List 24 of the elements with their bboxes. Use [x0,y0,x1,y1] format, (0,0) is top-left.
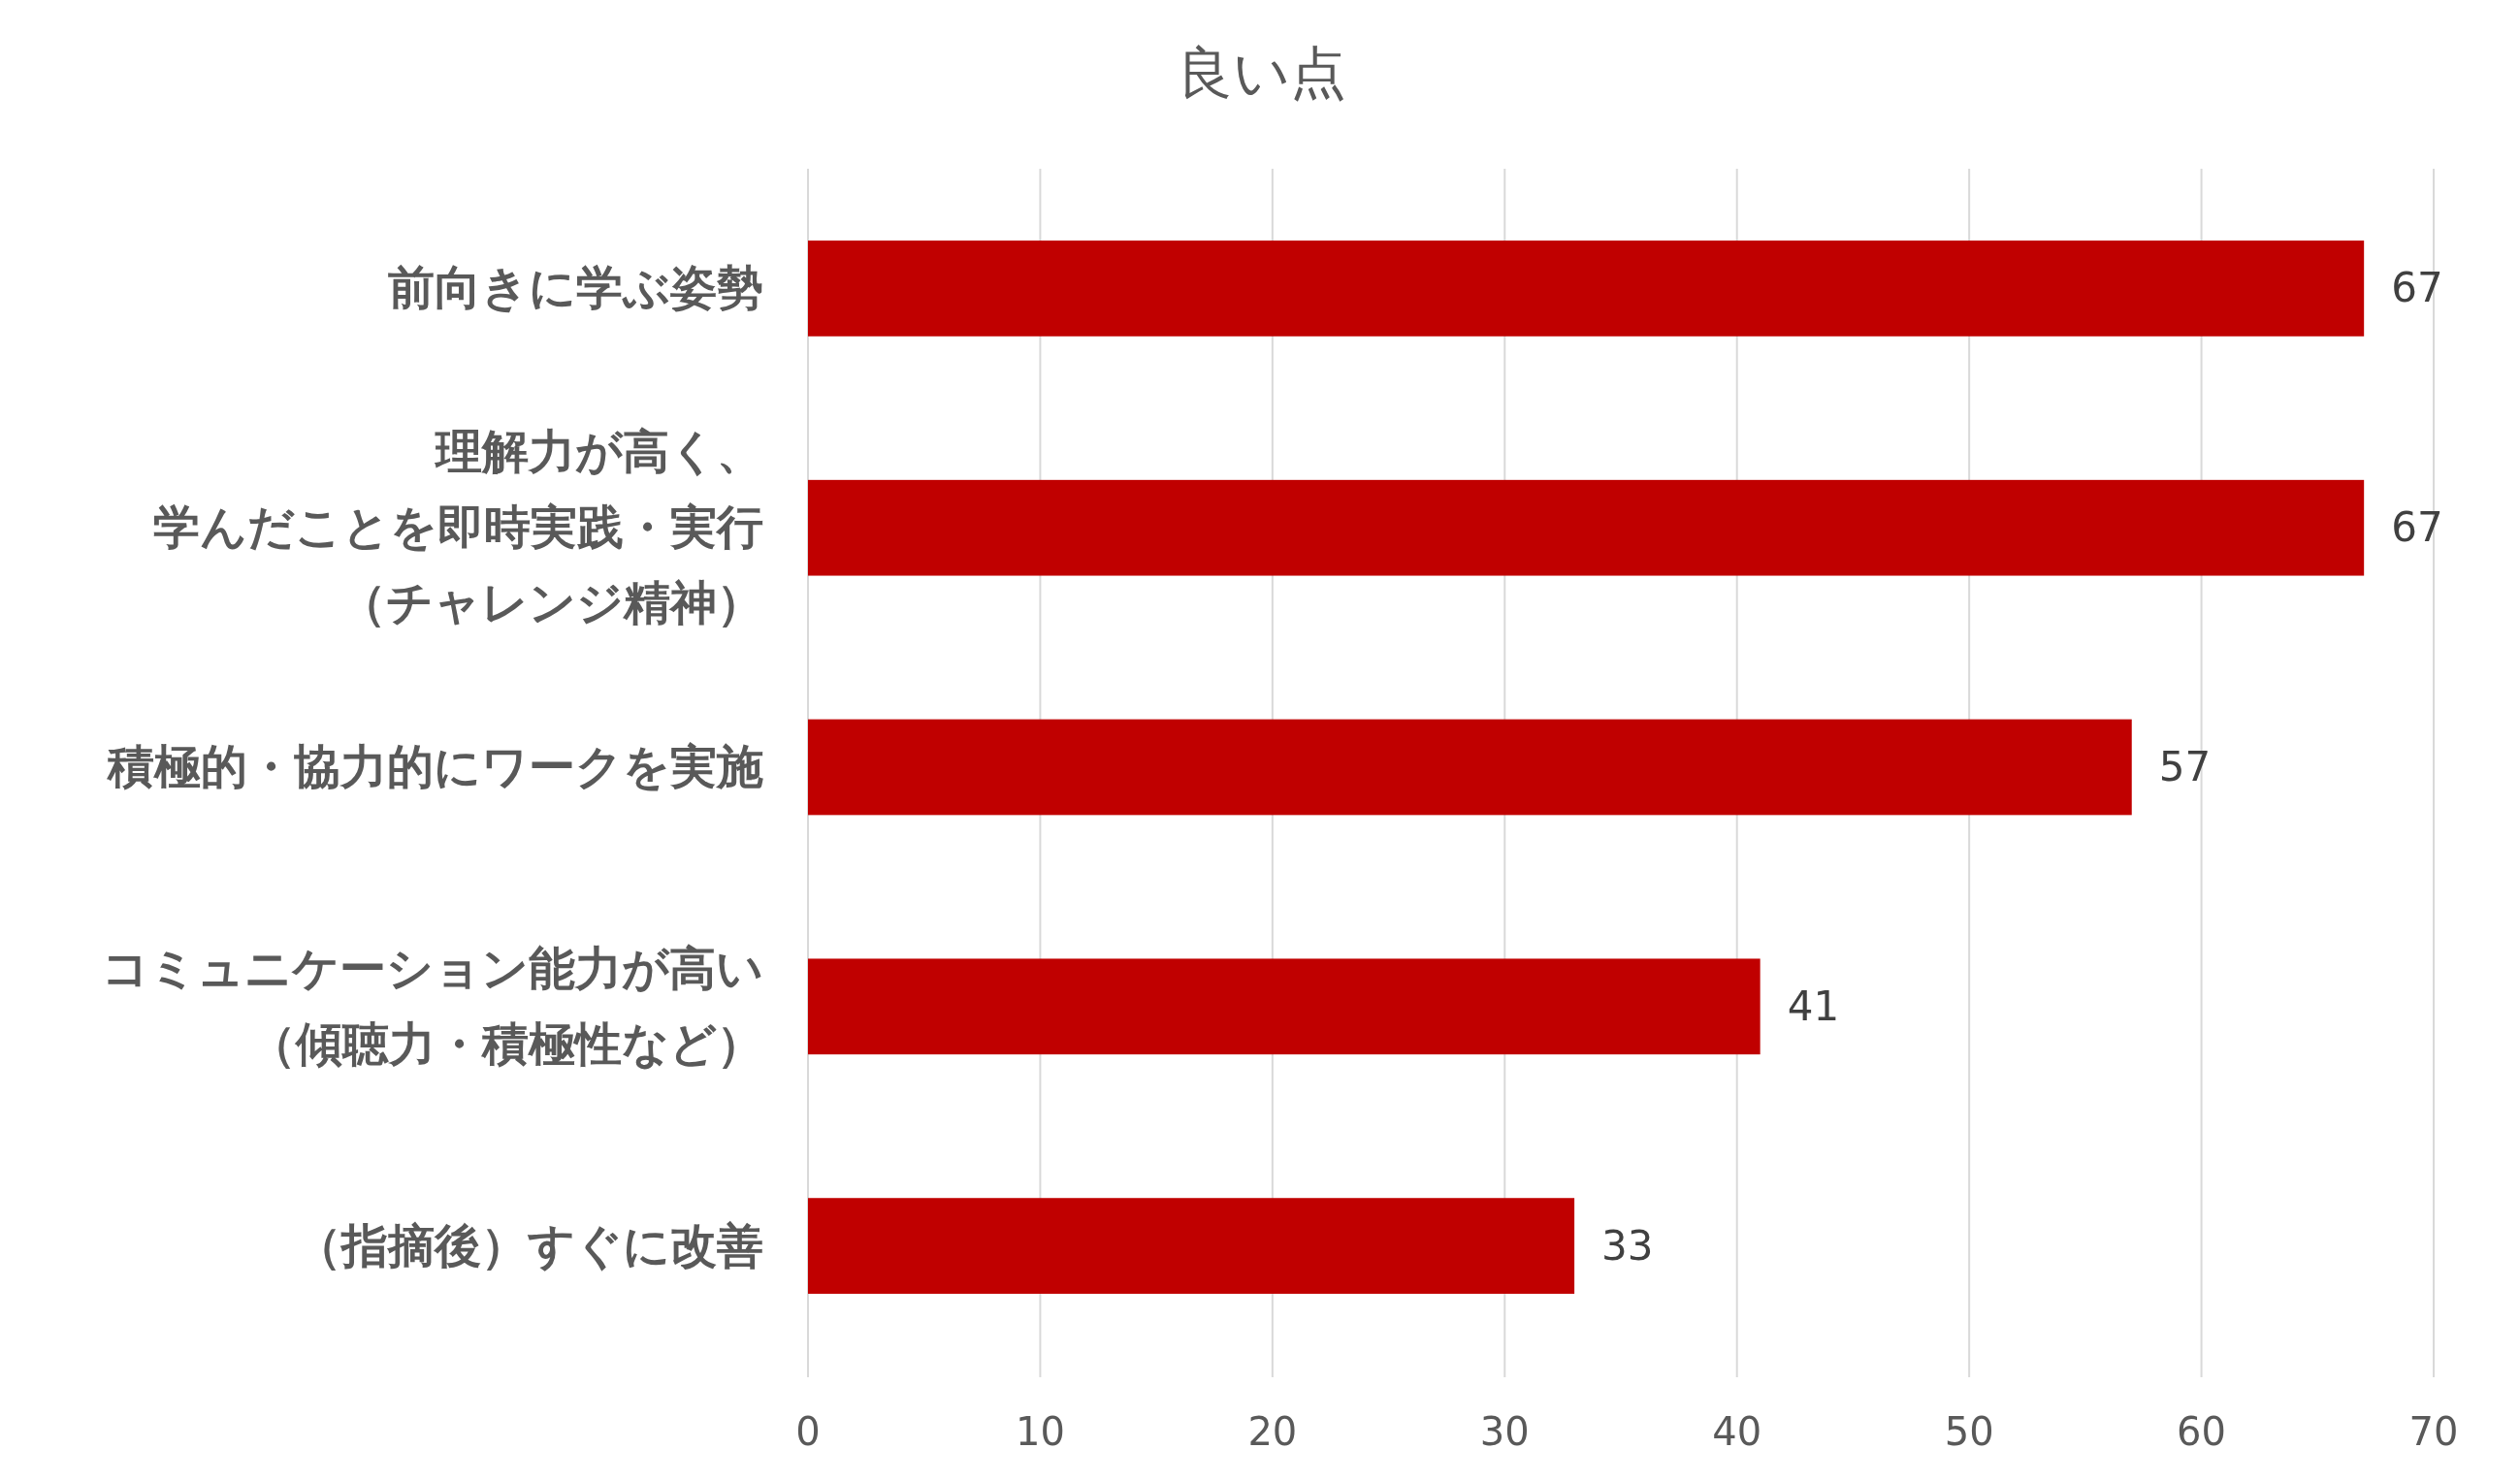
x-tick-label: 70 [2408,1409,2459,1454]
x-tick-label: 50 [1944,1409,1994,1454]
data-label: 67 [2391,503,2443,552]
x-tick-label: 10 [1015,1409,1065,1454]
y-tick-label: 理解力が高く、学んだことを即時実践・実行（チャレンジ精神） [153,424,763,630]
y-tick-label: （指摘後）すぐに改善 [295,1217,763,1272]
x-tick-label: 20 [1247,1409,1298,1454]
x-tick-label: 40 [1712,1409,1762,1454]
x-tick-label: 60 [2177,1409,2227,1454]
bar [808,719,2132,816]
data-label: 67 [2391,264,2443,312]
data-label: 41 [1787,982,1840,1030]
y-tick-label: 積極的・協力的にワークを実施 [106,739,763,793]
chart-title: 良い点 [1176,40,1346,106]
data-label: 33 [1601,1221,1654,1270]
bar [808,479,2365,576]
y-tick-label: 前向きに学ぶ姿勢 [388,260,763,315]
x-tick-label: 30 [1479,1409,1530,1454]
data-label: 57 [2158,743,2212,790]
bar [808,958,1761,1055]
bar [808,1198,1575,1294]
x-tick-label: 0 [795,1409,821,1454]
y-tick-label: コミュニケーション能力が高い（傾聴力・積極性など） [102,940,763,1071]
bar [808,241,2365,337]
